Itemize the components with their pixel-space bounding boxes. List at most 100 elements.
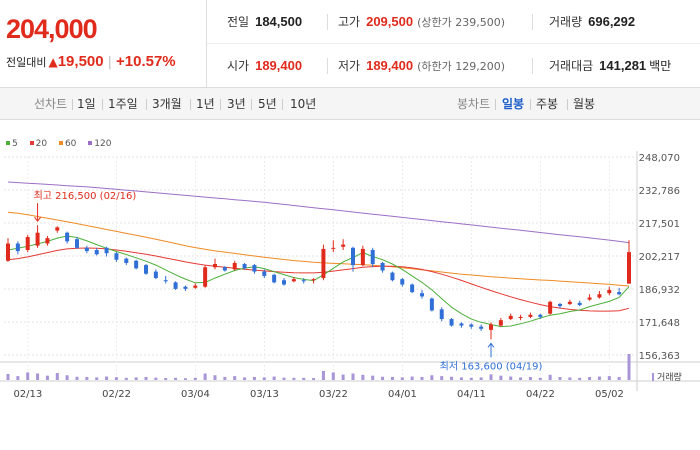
ma5-line: [7, 235, 630, 328]
volume-bar: [568, 377, 572, 380]
period-3y-button[interactable]: 3년: [227, 97, 246, 111]
divider: [146, 99, 147, 110]
x-tick-label: 04/22: [526, 389, 555, 400]
volume-bar: [134, 377, 138, 380]
volume-bar: [243, 377, 247, 380]
candle-body: [213, 264, 217, 268]
candle-body: [55, 227, 60, 231]
candle-daily-button[interactable]: 일봉: [502, 97, 525, 111]
legend-ma5-label: 5: [12, 139, 18, 149]
volume-bar: [36, 373, 40, 380]
ma60-line: [7, 211, 630, 287]
high-annotation: 최고 216,500 (02/16): [34, 190, 137, 202]
upper-limit: (상한가 239,500): [417, 16, 506, 29]
period-3m-button[interactable]: 3개월: [152, 97, 182, 111]
candle-body: [341, 244, 346, 247]
period-1d-button[interactable]: 1일: [77, 97, 96, 111]
y-tick-label: 156,363: [639, 351, 680, 362]
volume-bar: [538, 377, 542, 380]
period-5y-button[interactable]: 5년: [258, 97, 277, 111]
volume-bar: [292, 377, 296, 380]
volume-bar: [183, 378, 187, 380]
candle-body: [380, 262, 385, 271]
y-tick-label: 248,070: [639, 153, 680, 164]
volume-bar: [528, 376, 532, 380]
volume-bar: [509, 376, 513, 380]
y-tick-label: 217,501: [639, 219, 680, 230]
volume-bar: [489, 374, 493, 380]
volume-bar: [371, 375, 375, 380]
candle-body: [45, 238, 50, 244]
candle-body: [508, 315, 513, 320]
candle-body: [252, 265, 257, 272]
candle-weekly-button[interactable]: 주봉: [536, 97, 559, 111]
candle-body: [459, 323, 464, 326]
volume-bar: [262, 377, 266, 380]
volume-bar: [450, 376, 454, 380]
candle-monthly-button[interactable]: 월봉: [573, 97, 596, 111]
high-value: 209,500: [366, 14, 414, 29]
candle-body: [528, 314, 533, 317]
price-box: 204,000 전일대비 ▲19,500 | +10.57%: [0, 0, 207, 88]
candle-body: [420, 293, 424, 297]
volume-bar: [213, 375, 217, 380]
candle-body: [75, 239, 79, 248]
volume-bar: [341, 374, 345, 380]
candle-body: [232, 262, 237, 270]
ma5-swatch: [6, 141, 10, 145]
legend-ma5: 5: [6, 139, 18, 149]
candle-body: [104, 247, 109, 254]
divider: [251, 99, 252, 110]
volume-legend-swatch: [652, 373, 654, 381]
volume-bar: [233, 376, 237, 380]
candle-body: [262, 271, 267, 276]
amount-cell: 거래대금 141,281 백만: [549, 44, 671, 88]
volume-bar: [430, 375, 434, 380]
volume-bar: [105, 376, 109, 380]
volume-bar: [597, 376, 601, 380]
change-value: 19,500: [57, 53, 104, 70]
period-10y-button[interactable]: 10년: [290, 97, 317, 111]
amount-label: 거래대금: [549, 59, 594, 73]
candle-body: [94, 249, 99, 255]
open-cell: 시가 189,400: [227, 44, 302, 88]
candle-body: [242, 264, 247, 269]
stock-chart: 5 20 60 120 248,070 232,786 217,501 202,217…: [0, 121, 700, 450]
current-price: 204,000: [6, 14, 98, 44]
candle-body: [449, 319, 454, 326]
candle-body: [321, 248, 326, 279]
candle-body: [203, 267, 208, 287]
candle-body: [548, 301, 553, 314]
candle-body: [498, 320, 503, 326]
lower-limit: (하한가 129,200): [417, 60, 506, 73]
volume-bar: [351, 373, 355, 380]
high-label: 고가: [338, 15, 361, 29]
volume-label: 거래량: [549, 15, 583, 29]
divider: [220, 99, 221, 110]
ma-legend: 5 20 60 120: [6, 139, 120, 149]
volume-bar: [302, 377, 306, 380]
volume-bar: [361, 374, 365, 380]
candle-body: [351, 247, 355, 266]
line-chart-label: 선차트: [34, 97, 68, 111]
stats-row-2: 시가 189,400 저가 189,400 (하한가 129,200) 거래대금 141…: [207, 44, 700, 88]
period-1y-button[interactable]: 1년: [196, 97, 215, 111]
candlestick-chart[interactable]: 248,070 232,786 217,501 202,217 186,932 171,6…: [0, 121, 700, 450]
period-1w-button[interactable]: 1주일: [108, 97, 138, 111]
divider: [282, 99, 283, 110]
candle-body: [400, 279, 405, 285]
volume-bar: [272, 376, 276, 380]
volume-bar: [6, 373, 10, 380]
volume-bar: [519, 377, 523, 380]
volume-bar: [607, 376, 611, 380]
volume-bar: [578, 377, 582, 380]
x-tick-label: 04/01: [388, 389, 417, 400]
candle-body: [282, 280, 286, 285]
candle-body: [489, 324, 493, 330]
x-tick-label: 03/04: [181, 389, 210, 400]
x-tick-label: 03/22: [319, 389, 348, 400]
volume-bar: [331, 372, 335, 380]
price-change: 전일대비 ▲19,500 | +10.57%: [6, 53, 176, 70]
volume-bar: [203, 373, 207, 380]
candle-body: [558, 303, 562, 307]
